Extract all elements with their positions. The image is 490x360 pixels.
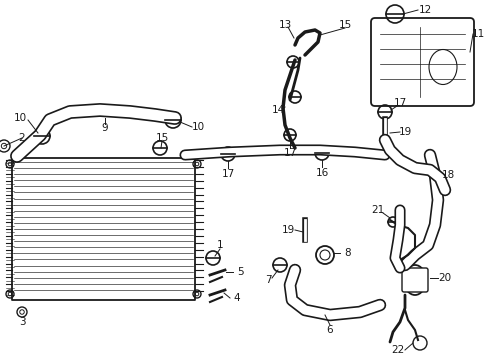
Text: 18: 18 (441, 170, 455, 180)
Text: 3: 3 (19, 317, 25, 327)
Text: 22: 22 (392, 345, 405, 355)
Text: 10: 10 (13, 113, 26, 123)
Text: 11: 11 (471, 29, 485, 39)
Text: 17: 17 (393, 98, 407, 108)
Text: 17: 17 (283, 148, 296, 158)
Text: 1: 1 (217, 240, 223, 250)
Text: 14: 14 (271, 105, 285, 115)
Text: 8: 8 (344, 248, 351, 258)
Text: 9: 9 (102, 123, 108, 133)
Text: 17: 17 (221, 169, 235, 179)
Text: 2: 2 (19, 133, 25, 143)
Text: 6: 6 (327, 325, 333, 335)
Text: 13: 13 (278, 20, 292, 30)
Text: 15: 15 (339, 20, 352, 30)
Text: 21: 21 (371, 205, 385, 215)
Text: 4: 4 (234, 293, 240, 303)
Text: 20: 20 (439, 273, 452, 283)
FancyBboxPatch shape (402, 268, 428, 292)
Text: 5: 5 (237, 267, 244, 277)
Text: 10: 10 (192, 122, 204, 132)
Text: 15: 15 (155, 133, 169, 143)
Text: 16: 16 (316, 168, 329, 178)
FancyBboxPatch shape (371, 18, 474, 106)
Text: 7: 7 (265, 275, 271, 285)
Text: 19: 19 (398, 127, 412, 137)
Text: 12: 12 (418, 5, 432, 15)
Text: 19: 19 (281, 225, 294, 235)
